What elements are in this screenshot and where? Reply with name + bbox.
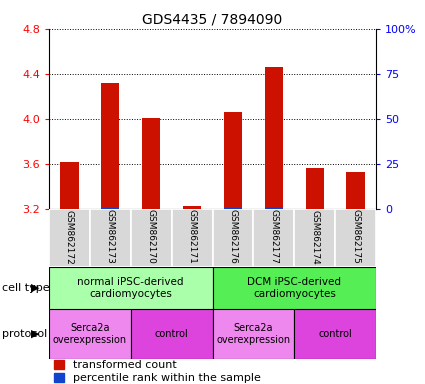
Text: GSM862172: GSM862172 — [65, 210, 74, 264]
Bar — [335, 209, 376, 267]
Bar — [294, 209, 335, 267]
Bar — [172, 209, 212, 267]
Bar — [212, 209, 253, 267]
Text: Serca2a
overexpression: Serca2a overexpression — [216, 323, 290, 345]
Text: GSM862176: GSM862176 — [229, 210, 238, 264]
Bar — [131, 209, 172, 267]
Bar — [224, 112, 242, 209]
Bar — [131, 309, 212, 359]
Text: cell type: cell type — [2, 283, 50, 293]
Text: GSM862170: GSM862170 — [147, 210, 156, 264]
Text: control: control — [318, 329, 352, 339]
Text: GSM862174: GSM862174 — [310, 210, 319, 264]
Text: GSM862173: GSM862173 — [106, 210, 115, 264]
Bar — [142, 118, 160, 209]
Bar — [265, 207, 283, 209]
Text: control: control — [155, 329, 188, 339]
Bar — [212, 267, 376, 309]
Bar — [294, 309, 376, 359]
Text: GSM862175: GSM862175 — [351, 210, 360, 264]
Bar — [49, 267, 212, 309]
Bar — [306, 167, 324, 209]
Bar — [49, 309, 131, 359]
Text: GSM862171: GSM862171 — [187, 210, 196, 264]
Bar — [101, 208, 119, 209]
Text: Serca2a
overexpression: Serca2a overexpression — [53, 323, 127, 345]
Bar — [212, 309, 294, 359]
Bar — [253, 209, 294, 267]
Bar — [49, 209, 90, 267]
Text: ▶: ▶ — [31, 329, 40, 339]
Legend: transformed count, percentile rank within the sample: transformed count, percentile rank withi… — [54, 360, 261, 383]
Text: GSM862177: GSM862177 — [269, 210, 278, 264]
Text: DCM iPSC-derived
cardiomyocytes: DCM iPSC-derived cardiomyocytes — [247, 277, 341, 299]
Bar — [183, 206, 201, 209]
Bar — [90, 209, 131, 267]
Text: protocol: protocol — [2, 329, 47, 339]
Text: normal iPSC-derived
cardiomyocytes: normal iPSC-derived cardiomyocytes — [77, 277, 184, 299]
Bar — [265, 67, 283, 209]
Bar — [346, 172, 365, 209]
Title: GDS4435 / 7894090: GDS4435 / 7894090 — [142, 12, 283, 26]
Bar — [101, 83, 119, 209]
Text: ▶: ▶ — [31, 283, 40, 293]
Bar — [60, 162, 79, 209]
Bar — [224, 208, 242, 209]
